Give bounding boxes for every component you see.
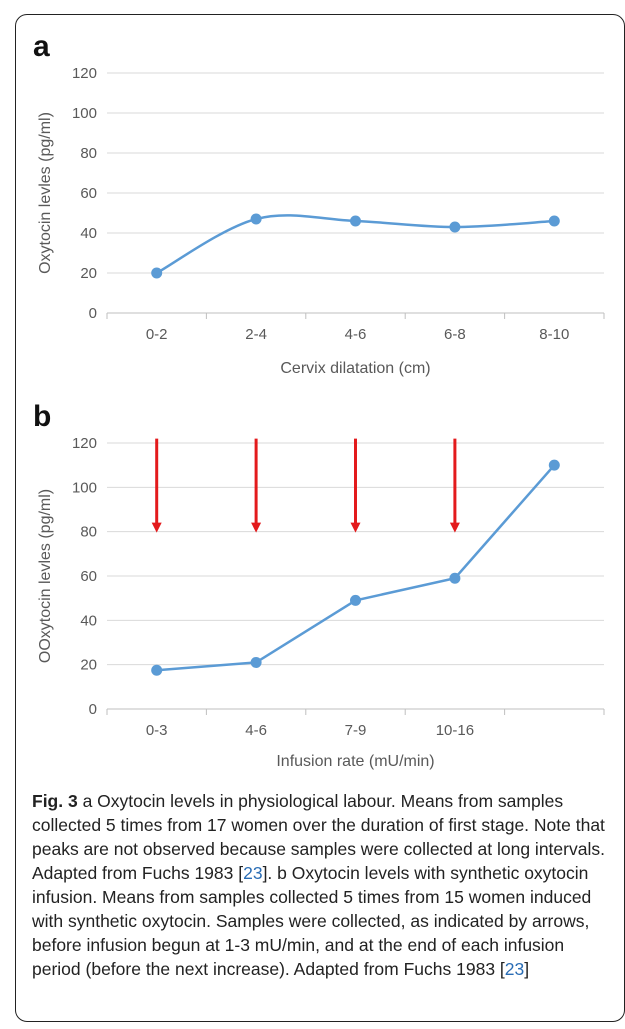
y-tick-label: 20 bbox=[80, 265, 97, 282]
data-point bbox=[350, 215, 361, 227]
figure-caption: Fig. 3 a Oxytocin levels in physiologica… bbox=[32, 789, 617, 981]
data-point bbox=[151, 267, 163, 279]
panel-a-label: a bbox=[33, 30, 50, 63]
data-point bbox=[548, 459, 560, 471]
x-tick-label: 10-16 bbox=[436, 722, 474, 739]
x-tick-label: 8-10 bbox=[539, 326, 569, 343]
y-tick-label: 0 bbox=[89, 305, 97, 322]
data-point bbox=[151, 664, 163, 676]
figure-frame bbox=[15, 14, 625, 1022]
x-tick-label: 4-6 bbox=[345, 326, 367, 343]
y-tick-label: 120 bbox=[72, 435, 97, 452]
x-tick-label: 6-8 bbox=[444, 326, 466, 343]
data-point bbox=[449, 221, 461, 233]
y-tick-label: 60 bbox=[80, 568, 97, 585]
y-tick-label: 40 bbox=[80, 612, 97, 629]
x-tick-label: 7-9 bbox=[345, 722, 367, 739]
caption-text-part1: a Oxytocin levels in physiological labou… bbox=[32, 791, 605, 883]
panel-b-label: b bbox=[33, 400, 52, 433]
data-point bbox=[350, 594, 361, 606]
caption-text-part2: ]. b Oxytocin levels with synthetic oxyt… bbox=[32, 863, 592, 979]
infusion-arrow-head bbox=[251, 522, 262, 533]
data-point bbox=[250, 656, 262, 668]
infusion-arrow-head bbox=[350, 522, 361, 533]
chart-a: 0 20 40 60 80 100 120 0-2 2-4 4-6 6-8 8-10 Cervix di… bbox=[37, 65, 605, 377]
x-axis-title: Cervix dilatation (cm) bbox=[280, 360, 430, 377]
y-tick-label: 80 bbox=[80, 145, 97, 162]
caption-figure-label: Fig. 3 bbox=[32, 791, 78, 811]
y-tick-label: 120 bbox=[72, 65, 97, 82]
y-axis-title: Oxytocin levles (pg/ml) bbox=[37, 112, 54, 274]
y-tick-label: 0 bbox=[89, 701, 97, 718]
caption-reference-link[interactable]: 23 bbox=[504, 959, 525, 979]
y-tick-label: 100 bbox=[72, 479, 97, 496]
y-axis-title: OOxytocin levles (pg/ml) bbox=[37, 489, 54, 663]
x-tick-label: 0-3 bbox=[146, 722, 168, 739]
x-axis-title: Infusion rate (mU/min) bbox=[276, 753, 434, 770]
x-tick-label: 0-2 bbox=[146, 326, 168, 343]
infusion-arrow-head bbox=[449, 522, 460, 533]
y-tick-label: 20 bbox=[80, 657, 97, 674]
data-point bbox=[548, 215, 560, 227]
caption-text-part3: ] bbox=[524, 959, 530, 979]
y-tick-label: 80 bbox=[80, 524, 97, 541]
data-point bbox=[449, 572, 461, 584]
x-tick-label: 4-6 bbox=[245, 722, 267, 739]
x-tick-label: 2-4 bbox=[245, 326, 267, 343]
infusion-arrow-head bbox=[151, 522, 162, 533]
y-tick-label: 100 bbox=[72, 105, 97, 122]
caption-reference-link[interactable]: 23 bbox=[243, 863, 263, 883]
y-tick-label: 60 bbox=[80, 185, 97, 202]
data-point bbox=[250, 213, 262, 225]
y-tick-label: 40 bbox=[80, 225, 97, 242]
